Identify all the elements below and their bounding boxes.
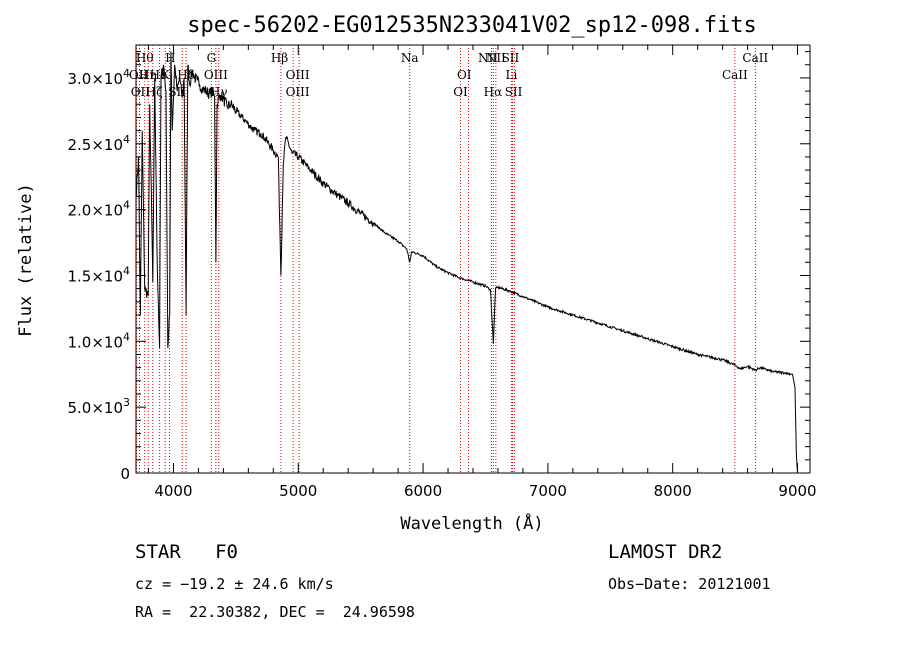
line-marker-label: SII <box>505 85 523 99</box>
y-tick-label: 2.0×104 <box>67 199 130 220</box>
axis-ticks: 4000 5000 6000 7000 8000 9000 0 5.0×103 1.0×104 1… <box>67 45 817 500</box>
line-marker-label: NII <box>486 51 506 65</box>
line-markers: OIIOIIHθHηHζHeKHHδSIIGOIIIHγHβOIIIOIIINa… <box>129 45 768 473</box>
line-marker-label: Hβ <box>271 51 288 65</box>
line-marker-label: OI <box>457 68 472 82</box>
line-marker-label: OII <box>129 68 149 82</box>
survey-label: LAMOST DR2 <box>608 541 723 563</box>
line-marker-label: OIII <box>204 68 228 82</box>
observation-date: Obs−Date: 20121001 <box>608 575 771 593</box>
line-marker-label: Hα <box>484 85 503 99</box>
line-marker-label: OI <box>453 85 468 99</box>
object-class: STAR F0 <box>135 541 238 563</box>
y-tick-label: 0 <box>120 465 130 483</box>
line-marker-label: H <box>165 51 175 65</box>
chart-title: spec-56202-EG012535N233041V02_sp12-098.f… <box>187 13 757 38</box>
line-marker-label: Li <box>506 68 518 82</box>
line-marker-label: CaII <box>722 68 748 82</box>
line-marker-label: Hη <box>139 68 157 82</box>
class-label: STAR <box>135 541 181 563</box>
line-marker-label: OIII <box>286 68 310 82</box>
x-tick-label: 5000 <box>279 482 317 500</box>
x-axis-label: Wavelength (Å) <box>400 512 543 534</box>
y-tick-label: 1.0×104 <box>67 330 130 351</box>
line-marker-label: G <box>207 51 217 65</box>
line-marker-label: OIII <box>286 85 310 99</box>
line-marker-label: Na <box>401 51 419 65</box>
x-tick-label: 7000 <box>529 482 567 500</box>
line-marker-label: OII <box>131 85 151 99</box>
ra-dec-coordinates: RA = 22.30382, DEC = 24.96598 <box>135 603 415 621</box>
x-tick-label: 6000 <box>404 482 442 500</box>
y-tick-label: 3.0×104 <box>67 67 130 88</box>
spectrum-line <box>135 51 798 474</box>
y-tick-label: 1.5×104 <box>67 264 130 285</box>
y-axis-label: Flux (relative) <box>16 183 36 337</box>
x-tick-label: 8000 <box>654 482 692 500</box>
line-marker-label: SII <box>502 51 520 65</box>
line-marker-label: K <box>161 68 171 82</box>
line-marker-label: Hθ <box>136 51 154 65</box>
x-tick-label: 4000 <box>154 482 192 500</box>
subclass-label: F0 <box>215 541 238 563</box>
line-marker-label: CaII <box>742 51 768 65</box>
y-tick-label: 2.5×104 <box>67 133 130 154</box>
y-tick-label: 5.0×103 <box>67 396 130 417</box>
x-tick-label: 9000 <box>778 482 816 500</box>
redshift-cz: cz = −19.2 ± 24.6 km/s <box>135 575 334 593</box>
